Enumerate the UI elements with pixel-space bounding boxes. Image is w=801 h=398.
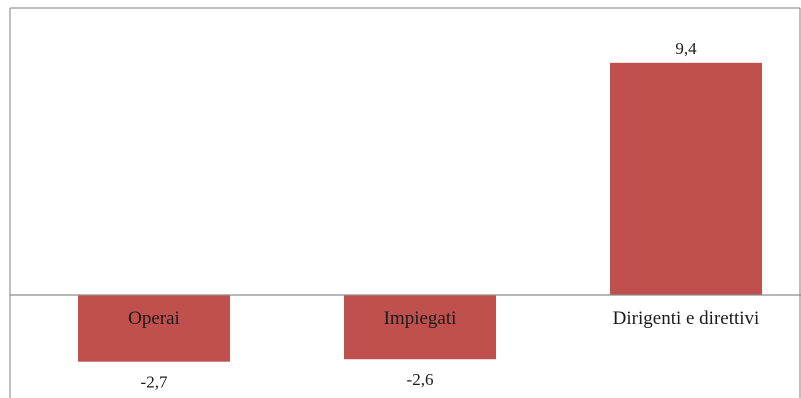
- category-label: Operai: [128, 308, 180, 329]
- bars: [78, 62, 762, 362]
- chart-frame: [9, 7, 801, 398]
- bar-dirigenti-e-direttivi: [610, 62, 762, 295]
- data-label: 9,4: [675, 39, 697, 58]
- bar-operai: [78, 295, 230, 362]
- category-label: Dirigenti e direttivi: [613, 308, 760, 329]
- data-label: -2,7: [141, 373, 168, 392]
- bar-impiegati: [344, 295, 496, 360]
- data-label: -2,6: [407, 370, 434, 389]
- category-label: Impiegati: [384, 308, 457, 329]
- labels: -2,7 Operai -2,6 Impiegati 9,4 Dirigenti e di…: [128, 39, 759, 392]
